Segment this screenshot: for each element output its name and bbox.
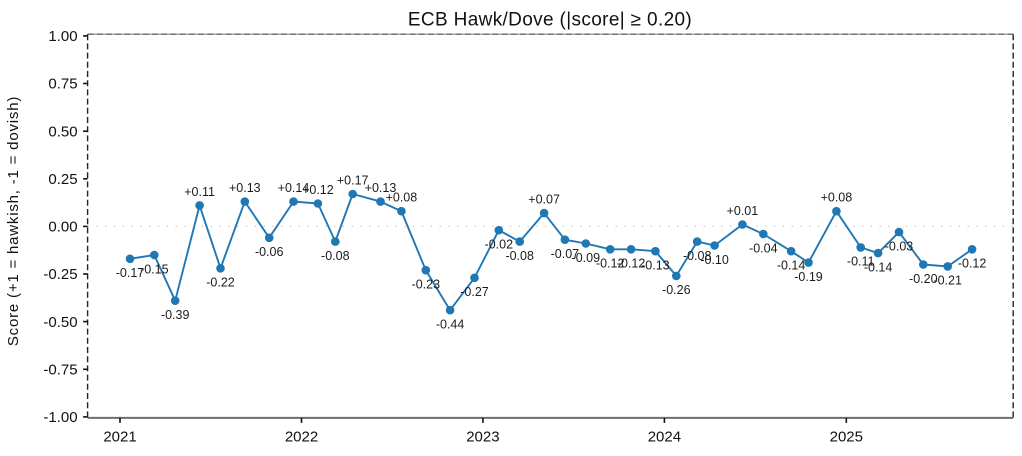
svg-text:-0.26: -0.26 [662, 283, 691, 297]
svg-text:+0.17: +0.17 [337, 174, 369, 188]
svg-text:0.00: 0.00 [48, 219, 77, 236]
svg-text:-0.03: -0.03 [885, 239, 914, 253]
svg-text:-0.19: -0.19 [794, 270, 823, 284]
svg-text:-0.14: -0.14 [864, 260, 893, 274]
svg-text:1.00: 1.00 [48, 28, 77, 45]
svg-text:+0.14: +0.14 [278, 181, 310, 195]
svg-text:-0.44: -0.44 [436, 318, 465, 332]
svg-text:-0.17: -0.17 [116, 266, 145, 280]
svg-text:-0.12: -0.12 [617, 257, 646, 271]
svg-text:-0.02: -0.02 [485, 238, 514, 252]
svg-text:2022: 2022 [285, 428, 318, 445]
svg-text:-0.23: -0.23 [412, 278, 441, 292]
svg-text:2025: 2025 [830, 428, 863, 445]
svg-text:+0.13: +0.13 [365, 181, 397, 195]
svg-text:-0.10: -0.10 [700, 253, 729, 267]
svg-text:-0.07: -0.07 [551, 247, 580, 261]
svg-text:-0.50: -0.50 [43, 314, 77, 331]
svg-text:-1.00: -1.00 [43, 409, 77, 426]
svg-text:+0.13: +0.13 [229, 181, 261, 195]
svg-text:ECB Hawk/Dove (|score| ≥ 0.20): ECB Hawk/Dove (|score| ≥ 0.20) [408, 10, 692, 31]
svg-text:Score (+1 = hawkish, -1 = dovi: Score (+1 = hawkish, -1 = dovish) [5, 96, 22, 346]
svg-text:-0.22: -0.22 [206, 276, 235, 290]
svg-text:-0.39: -0.39 [161, 308, 190, 322]
svg-text:+0.01: +0.01 [727, 204, 759, 218]
svg-text:2024: 2024 [648, 428, 681, 445]
svg-text:+0.07: +0.07 [528, 193, 560, 207]
svg-text:0.50: 0.50 [48, 123, 77, 140]
svg-text:+0.08: +0.08 [386, 191, 418, 205]
svg-text:-0.11: -0.11 [847, 255, 875, 269]
svg-text:-0.12: -0.12 [596, 257, 625, 271]
svg-text:-0.08: -0.08 [505, 249, 534, 263]
svg-text:-0.12: -0.12 [958, 257, 987, 271]
svg-text:-0.21: -0.21 [933, 274, 962, 288]
svg-text:-0.25: -0.25 [43, 266, 77, 283]
svg-text:-0.15: -0.15 [140, 262, 169, 276]
svg-text:+0.12: +0.12 [302, 183, 334, 197]
svg-text:2021: 2021 [103, 428, 136, 445]
svg-text:0.75: 0.75 [48, 76, 77, 93]
svg-text:-0.06: -0.06 [255, 245, 284, 259]
svg-text:-0.13: -0.13 [641, 259, 670, 273]
svg-text:-0.04: -0.04 [749, 241, 778, 255]
svg-text:-0.09: -0.09 [572, 251, 601, 265]
svg-text:-0.27: -0.27 [460, 285, 489, 299]
svg-text:-0.14: -0.14 [777, 259, 806, 273]
svg-text:+0.08: +0.08 [821, 191, 853, 205]
svg-text:-0.08: -0.08 [683, 249, 712, 263]
svg-text:0.25: 0.25 [48, 171, 77, 188]
svg-text:-0.20: -0.20 [909, 272, 938, 286]
svg-text:+0.11: +0.11 [184, 185, 215, 199]
svg-text:2023: 2023 [466, 428, 499, 445]
svg-text:-0.75: -0.75 [43, 362, 77, 379]
svg-text:-0.08: -0.08 [321, 249, 350, 263]
